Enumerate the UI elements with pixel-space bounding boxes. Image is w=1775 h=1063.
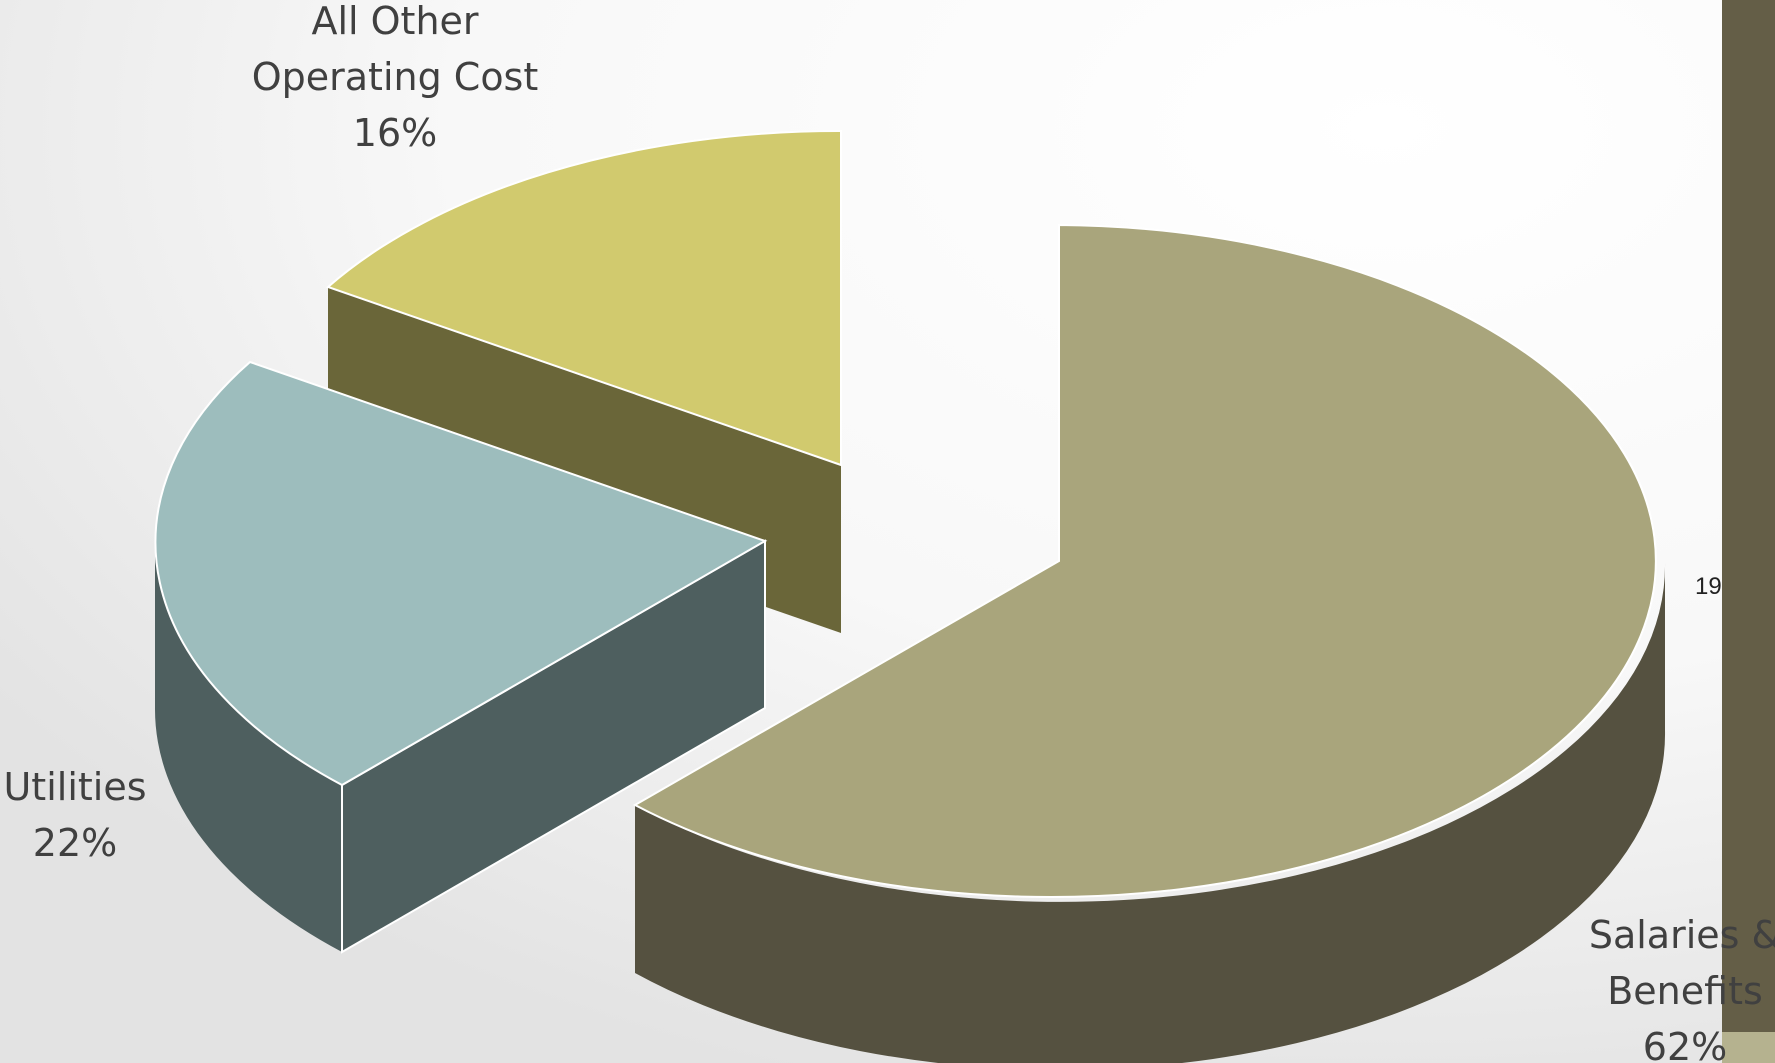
data-label-line: Benefits xyxy=(1607,969,1763,1013)
data-label-line: Operating Cost xyxy=(251,55,539,99)
pie-slice-utilities-top xyxy=(154,360,768,787)
pie-slice-salaries-side xyxy=(635,563,1666,1063)
data-label-all-other-operating-cost: All Other Operating Cost 16% xyxy=(210,0,580,161)
pie-slice-salaries-top xyxy=(632,223,1657,898)
data-label-percent: 22% xyxy=(32,821,118,865)
data-label-line: Utilities xyxy=(3,765,147,809)
data-label-percent: 62% xyxy=(1642,1025,1728,1063)
data-label-line: Salaries & xyxy=(1588,913,1775,957)
decorative-side-bar xyxy=(1722,0,1775,1063)
data-label-percent: 16% xyxy=(352,111,438,155)
data-label-line: All Other xyxy=(311,0,479,43)
decorative-side-bar-accent xyxy=(1722,1032,1775,1063)
page-number: 19 xyxy=(1695,573,1722,600)
pie-slice-utilities xyxy=(154,360,768,954)
data-label-salaries-benefits: Salaries & Benefits 62% xyxy=(1575,907,1775,1063)
pie-slice-utilities-side xyxy=(154,541,342,952)
data-label-utilities: Utilities 22% xyxy=(0,759,150,871)
pie-slice-all-other-top xyxy=(326,129,842,467)
pie-slice-salaries-benefits xyxy=(632,223,1666,1063)
